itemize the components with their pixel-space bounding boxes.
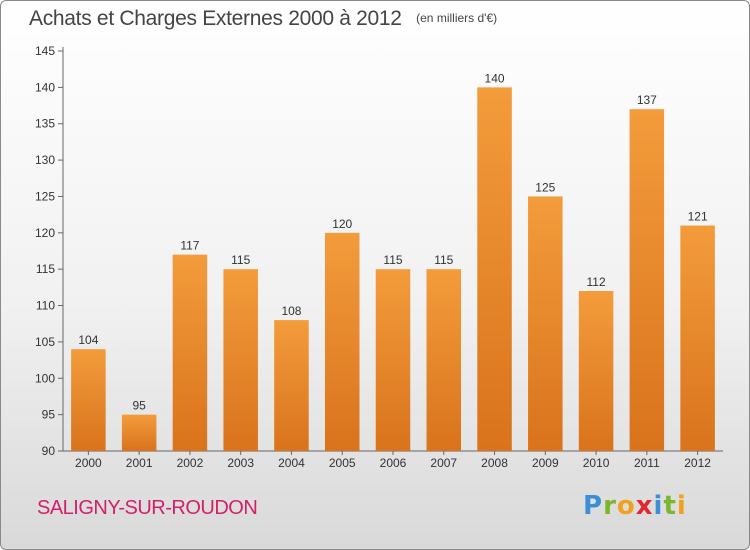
brand-logo[interactable]: Proxiti [583,491,687,521]
bar [578,291,614,451]
x-tick-label: 2004 [278,456,305,470]
y-tick-label: 105 [35,335,55,349]
bars [71,87,715,451]
bar-value-label: 120 [332,217,352,231]
x-tick-label: 2007 [430,456,457,470]
title-row: Achats et Charges Externes 2000 à 2012 (… [29,7,497,31]
bar-value-label: 108 [281,304,301,318]
bar-value-label: 140 [485,71,505,85]
bar [71,349,106,451]
y-tick-label: 145 [35,44,55,58]
bar [223,269,258,451]
x-tick-label: 2005 [329,456,356,470]
x-tick-label: 2002 [177,456,204,470]
y-tick-label: 125 [35,189,55,203]
y-tick-label: 115 [36,262,55,276]
brand-letter: r [603,491,617,521]
bar [172,254,208,451]
x-tick-label: 2000 [75,456,102,470]
y-tick-label: 95 [42,408,56,422]
bar [477,87,512,451]
x-tick-label: 2012 [684,456,711,470]
bar [629,109,665,451]
bar-value-label: 112 [587,275,606,289]
brand-letter: t [663,491,677,521]
x-tick-label: 2010 [583,456,610,470]
bar-value-label: 121 [688,210,708,224]
bar [274,320,309,451]
bar-value-label: 95 [132,399,146,413]
y-tick-label: 90 [42,444,56,458]
commune-name: SALIGNY-SUR-ROUDON [37,497,258,519]
bar-value-label: 125 [535,180,555,194]
y-tick-label: 135 [35,117,55,131]
x-tick-label: 2003 [227,456,254,470]
bar [375,269,411,451]
bar-value-label: 117 [180,239,199,253]
bar [680,225,715,451]
brand-letter: i [653,491,664,521]
x-tick-label: 2011 [634,456,660,470]
brand-letter: i [676,491,687,521]
brand-letter: o [616,491,636,521]
brand-letter: x [635,491,654,521]
x-tick-label: 2008 [481,456,508,470]
bar-value-label: 115 [383,253,402,267]
x-tick-label: 2006 [380,456,407,470]
bar-value-label: 137 [637,93,657,107]
y-tick-label: 120 [35,226,55,240]
bar [324,232,360,451]
x-tick-label: 2001 [126,456,153,470]
bar [121,414,157,451]
y-tick-label: 140 [35,80,55,94]
y-tick-label: 100 [35,371,55,385]
brand-letter: P [583,491,604,521]
chart-unit-note: (en milliers d'€) [416,11,498,25]
x-tick-label: 2009 [532,456,559,470]
bar [426,269,462,451]
y-tick-label: 130 [35,153,55,167]
bar-value-label: 104 [78,333,98,347]
bar [528,196,563,451]
bar-value-label: 115 [434,253,453,267]
y-tick-label: 110 [36,299,55,313]
chart-title: Achats et Charges Externes 2000 à 2012 [29,7,402,30]
value-labels: 104 95 117 115 108 120 115 115 140 125 112 137 121 [78,71,708,412]
bar-value-label: 115 [231,253,250,267]
